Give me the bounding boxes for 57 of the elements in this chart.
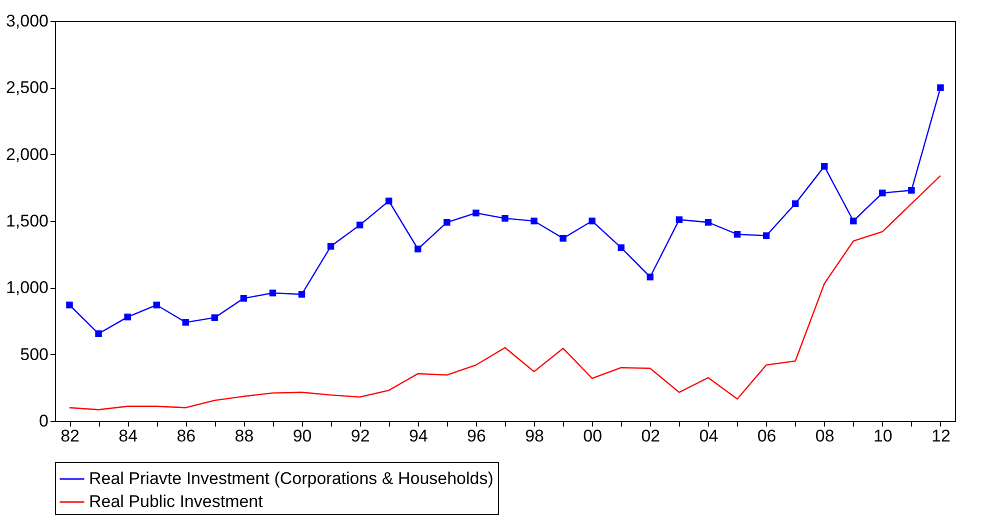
point bbox=[560, 234, 566, 242]
x-tick-label: 88 bbox=[234, 426, 254, 446]
y-tick-label: 2,000 bbox=[6, 144, 48, 164]
legend-label: Real Public Investment bbox=[89, 492, 264, 511]
x-tick-label: 06 bbox=[757, 426, 776, 446]
x-tick-label: 02 bbox=[641, 426, 660, 446]
point bbox=[762, 232, 770, 240]
point bbox=[66, 302, 73, 308]
point bbox=[502, 214, 508, 222]
point bbox=[356, 222, 364, 228]
point bbox=[240, 294, 248, 302]
point bbox=[211, 314, 218, 322]
point bbox=[182, 318, 189, 326]
point bbox=[676, 216, 683, 224]
x-tick-label: 84 bbox=[118, 426, 138, 446]
point bbox=[269, 290, 276, 296]
x-tick-label: 04 bbox=[699, 426, 718, 446]
x-tick-label: 08 bbox=[815, 426, 834, 446]
point bbox=[937, 84, 944, 92]
x-tick-label: 86 bbox=[176, 426, 196, 446]
point bbox=[734, 230, 741, 238]
x-tick-label: 10 bbox=[873, 426, 892, 446]
x-tick-label: 94 bbox=[408, 426, 428, 446]
point bbox=[704, 218, 712, 226]
x-tick-label: 96 bbox=[467, 426, 486, 446]
point bbox=[95, 330, 102, 338]
point bbox=[472, 210, 480, 216]
x-tick-label: 92 bbox=[350, 426, 370, 446]
point bbox=[821, 162, 828, 170]
point bbox=[298, 290, 306, 298]
y-tick-label: 500 bbox=[20, 344, 48, 364]
point bbox=[879, 190, 886, 196]
y-tick-label: 0 bbox=[39, 412, 48, 430]
point bbox=[530, 218, 538, 224]
point bbox=[153, 302, 160, 308]
legend-label: Real Priavte Investment (Corporations & Households) bbox=[89, 469, 494, 488]
x-tick-label: 00 bbox=[583, 426, 602, 446]
point bbox=[908, 186, 915, 194]
point bbox=[327, 242, 334, 250]
point bbox=[646, 274, 654, 280]
point bbox=[386, 198, 392, 204]
x-tick-label: 98 bbox=[525, 426, 544, 446]
x-tick-label: 90 bbox=[292, 426, 312, 446]
point bbox=[414, 246, 422, 252]
point bbox=[444, 218, 450, 226]
line-series bbox=[68, 175, 942, 410]
point bbox=[792, 200, 799, 208]
x-tick-label: 12 bbox=[932, 426, 950, 446]
point bbox=[588, 218, 596, 224]
y-tick-label: 1,500 bbox=[6, 212, 48, 230]
point bbox=[850, 218, 857, 224]
y-tick-label: 3,000 bbox=[6, 12, 48, 30]
point bbox=[124, 314, 131, 320]
x-tick-label: 82 bbox=[60, 426, 80, 446]
y-tick-label: 2,500 bbox=[6, 78, 48, 98]
point bbox=[618, 244, 624, 252]
y-tick-label: 1,000 bbox=[6, 278, 48, 298]
